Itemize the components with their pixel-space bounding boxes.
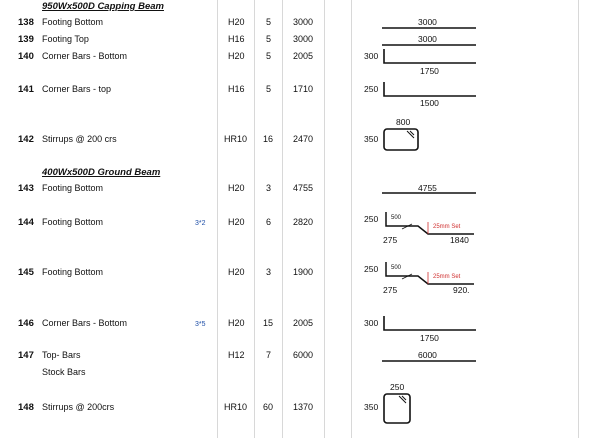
shape-dimension: 250 (364, 264, 379, 274)
row-number: 139 (18, 34, 34, 45)
column-divider (351, 0, 352, 438)
row-description: Footing Bottom (42, 267, 104, 277)
row-description: Stirrups @ 200 crs (42, 134, 117, 144)
column-divider (217, 0, 218, 438)
set-note: 25mm Set (433, 224, 461, 230)
row-number: 145 (18, 267, 34, 278)
shape-dimension: 500 (391, 265, 402, 271)
row-number: 142 (18, 134, 34, 145)
row-description: Footing Top (42, 34, 89, 44)
length: 2005 (293, 51, 314, 61)
bar-type: H20 (228, 267, 245, 277)
quantity: 7 (266, 350, 272, 360)
column-divider (324, 0, 325, 438)
column-divider (578, 0, 579, 438)
column-divider (254, 0, 255, 438)
length: 2820 (293, 217, 314, 227)
bar-type: H20 (228, 217, 245, 227)
quantity: 3 (266, 267, 272, 277)
l-bar-shape (383, 49, 476, 64)
shape-dimension: 350 (364, 134, 379, 144)
bar-type: H12 (228, 350, 245, 360)
shape-dimension: 250 (390, 382, 405, 392)
shape-dimension: 1500 (420, 98, 439, 108)
quantity: 15 (263, 318, 274, 328)
bar-type: H20 (228, 51, 245, 61)
shape-dimension: 4755 (418, 183, 437, 193)
quantity: 60 (263, 402, 274, 412)
bar-type: HR10 (224, 402, 248, 412)
shape-dimension: 3000 (418, 34, 437, 44)
length: 3000 (293, 34, 314, 44)
cranked-bar-shape (385, 212, 474, 235)
row-number: 147 (18, 350, 34, 361)
length: 1900 (293, 267, 314, 277)
shape-dimension: 800 (396, 117, 411, 127)
quantity: 5 (266, 84, 272, 94)
bar-type: HR10 (224, 134, 248, 144)
multiplier-note: 3*5 (195, 321, 206, 328)
shape-dimension: 275 (383, 285, 398, 295)
bar-type: H16 (228, 84, 245, 94)
length: 2470 (293, 134, 314, 144)
l-bar-shape (383, 82, 476, 97)
row-description: Corner Bars - Bottom (42, 318, 128, 328)
length: 3000 (293, 17, 314, 27)
row-description: Corner Bars - Bottom (42, 51, 128, 61)
shape-dimension: 300 (364, 51, 379, 61)
section-title: 400Wx500D Ground Beam (42, 167, 161, 178)
length: 4755 (293, 183, 314, 193)
row-description: Footing Bottom (42, 17, 104, 27)
quantity: 16 (263, 134, 274, 144)
stirrup-shape (383, 393, 411, 424)
length: 1370 (293, 402, 314, 412)
row-number: 143 (18, 183, 34, 194)
quantity: 3 (266, 183, 272, 193)
set-note: 25mm Set (433, 274, 461, 280)
shape-dimension: 920. (453, 285, 470, 295)
length: 1710 (293, 84, 314, 94)
row-description: Footing Bottom (42, 183, 104, 193)
row-description: Stirrups @ 200crs (42, 402, 115, 412)
shape-dimension: 275 (383, 235, 398, 245)
shape-dimension: 250 (364, 84, 379, 94)
shape-dimension: 300 (364, 318, 379, 328)
row-number: 138 (18, 17, 34, 28)
shape-dimension: 1750 (420, 333, 439, 343)
bar-type: H16 (228, 34, 245, 44)
bar-type: H20 (228, 183, 245, 193)
shape-dimension: 3000 (418, 17, 437, 27)
shape-dimension: 350 (364, 402, 379, 412)
l-bar-shape (383, 316, 476, 331)
row-description: Stock Bars (42, 367, 86, 377)
cranked-bar-shape (385, 262, 474, 285)
row-number: 148 (18, 402, 34, 413)
column-divider (282, 0, 283, 438)
bar-type: H20 (228, 17, 245, 27)
quantity: 5 (266, 51, 272, 61)
row-number: 141 (18, 84, 34, 95)
row-number: 146 (18, 318, 34, 329)
row-number: 144 (18, 217, 34, 228)
quantity: 6 (266, 217, 272, 227)
shape-dimension: 6000 (418, 350, 437, 360)
bar-type: H20 (228, 318, 245, 328)
row-description: Top- Bars (42, 350, 81, 360)
length: 2005 (293, 318, 314, 328)
row-description: Corner Bars - top (42, 84, 112, 94)
row-number: 140 (18, 51, 34, 62)
quantity: 5 (266, 17, 272, 27)
shape-dimension: 500 (391, 215, 402, 221)
stirrup-shape (383, 128, 419, 151)
row-description: Footing Bottom (42, 217, 104, 227)
section-title: 950Wx500D Capping Beam (42, 1, 164, 12)
multiplier-note: 3*2 (195, 220, 206, 227)
shape-dimension: 250 (364, 214, 379, 224)
shape-dimension: 1750 (420, 66, 439, 76)
shape-dimension: 1840 (450, 235, 469, 245)
quantity: 5 (266, 34, 272, 44)
length: 6000 (293, 350, 314, 360)
